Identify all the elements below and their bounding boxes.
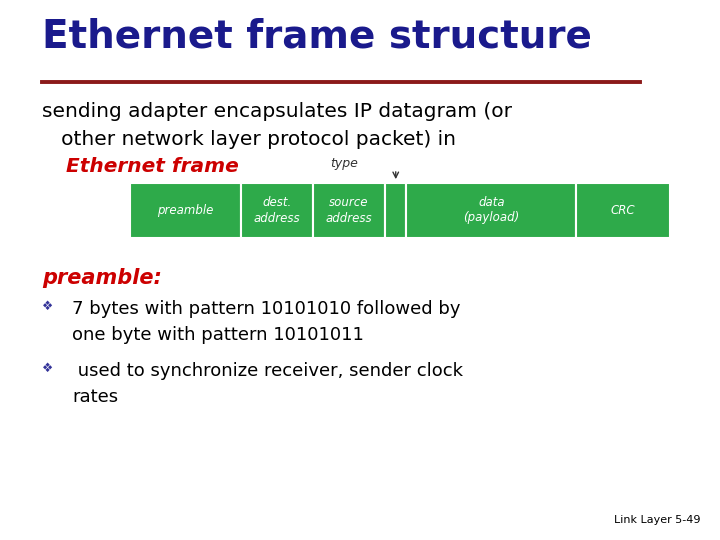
Bar (406, 183, 577, 238)
Text: Ethernet frame: Ethernet frame (66, 157, 239, 176)
Text: used to synchronize receiver, sender clock: used to synchronize receiver, sender clo… (72, 362, 463, 380)
Bar (577, 183, 670, 238)
Text: one byte with pattern 10101011: one byte with pattern 10101011 (72, 326, 364, 344)
Text: data
(payload): data (payload) (463, 197, 520, 225)
Text: CRC: CRC (611, 204, 636, 217)
Text: 7 bytes with pattern 10101010 followed by: 7 bytes with pattern 10101010 followed b… (72, 300, 461, 318)
Text: preamble:: preamble: (42, 268, 162, 288)
Bar (312, 183, 385, 238)
Text: preamble: preamble (157, 204, 213, 217)
Text: source
address: source address (325, 197, 372, 225)
Text: dest.
address: dest. address (253, 197, 300, 225)
Bar (240, 183, 312, 238)
Text: rates: rates (72, 388, 118, 406)
Text: sending adapter encapsulates IP datagram (or: sending adapter encapsulates IP datagram… (42, 102, 512, 121)
Text: ❖: ❖ (42, 362, 53, 375)
Text: Ethernet frame structure: Ethernet frame structure (42, 18, 592, 56)
Bar (385, 183, 406, 238)
Bar (130, 183, 240, 238)
Text: other network layer protocol packet) in: other network layer protocol packet) in (42, 130, 456, 149)
Text: ❖: ❖ (42, 300, 53, 313)
Text: Link Layer 5-49: Link Layer 5-49 (613, 515, 700, 525)
Text: type: type (330, 157, 358, 170)
